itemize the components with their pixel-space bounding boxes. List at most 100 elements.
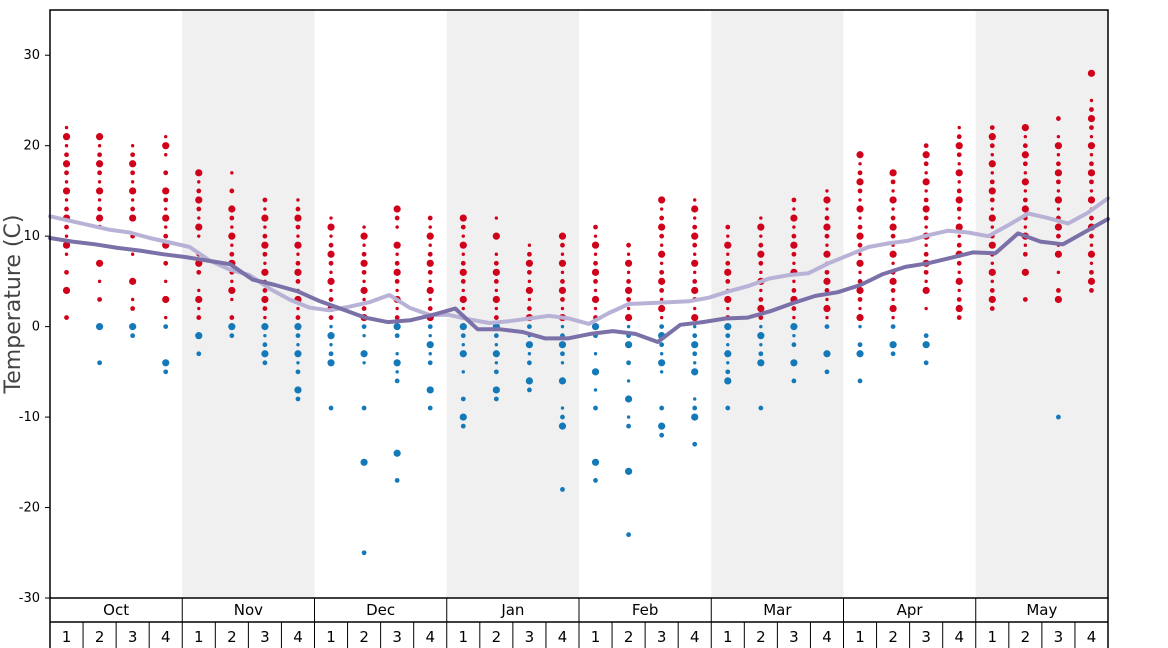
- temperature-point: [659, 324, 665, 330]
- week-label: 2: [888, 628, 898, 646]
- temperature-point: [691, 205, 699, 213]
- temperature-point: [725, 369, 731, 375]
- temperature-point: [790, 214, 798, 222]
- temperature-point: [360, 286, 368, 295]
- temperature-point: [956, 242, 962, 248]
- week-label: 2: [624, 628, 634, 646]
- temperature-point: [426, 386, 434, 394]
- temperature-point: [857, 242, 863, 248]
- week-label: 4: [1087, 628, 1097, 646]
- temperature-point: [593, 278, 598, 284]
- temperature-point: [328, 351, 334, 357]
- temperature-point: [460, 333, 466, 339]
- temperature-point: [427, 360, 433, 366]
- temperature-point: [229, 215, 235, 221]
- temperature-point: [824, 269, 830, 275]
- temperature-point: [164, 134, 168, 139]
- trend-lines: [48, 196, 1110, 344]
- temperature-point: [62, 133, 71, 141]
- temperature-point: [692, 242, 698, 248]
- temperature-point: [658, 422, 666, 430]
- temperature-point: [1087, 169, 1096, 177]
- temperature-point: [659, 405, 665, 411]
- temperature-point: [593, 405, 598, 411]
- temperature-point: [692, 224, 698, 230]
- temperature-point: [95, 160, 104, 168]
- temperature-point: [197, 180, 201, 184]
- temperature-point: [659, 432, 665, 438]
- temperature-point: [691, 341, 699, 349]
- temperature-point: [428, 279, 432, 284]
- temperature-point: [228, 205, 236, 213]
- temperature-point: [294, 350, 302, 358]
- temperature-point: [790, 359, 798, 367]
- temperature-point: [295, 260, 301, 266]
- temperature-point: [659, 315, 664, 320]
- temperature-point: [62, 187, 71, 195]
- month-label: Dec: [366, 601, 395, 619]
- week-label: 3: [1054, 628, 1064, 646]
- temperature-point: [361, 306, 367, 311]
- temperature-point: [394, 478, 400, 483]
- temperature-point: [195, 295, 203, 304]
- temperature-point: [989, 125, 995, 130]
- temperature-point: [1089, 288, 1094, 293]
- temperature-point: [295, 206, 301, 212]
- temperature-point: [560, 252, 565, 256]
- temperature-point: [1056, 288, 1061, 293]
- temperature-point: [197, 216, 201, 220]
- temperature-point: [922, 178, 930, 186]
- temperature-point: [460, 278, 466, 284]
- temperature-point: [95, 133, 104, 141]
- temperature-point: [327, 332, 335, 340]
- temperature-point: [129, 187, 137, 195]
- temperature-point: [823, 277, 831, 285]
- week-label: 3: [525, 628, 535, 646]
- temperature-point: [1087, 114, 1096, 123]
- y-axis-label: Temperature (C): [1, 215, 26, 395]
- temperature-point: [857, 188, 863, 194]
- temperature-point: [591, 368, 600, 376]
- temperature-point: [923, 333, 929, 339]
- temperature-point: [295, 396, 301, 402]
- temperature-point: [924, 225, 928, 229]
- temperature-point: [1056, 179, 1061, 185]
- temperature-point: [791, 197, 797, 203]
- temperature-point: [956, 188, 962, 194]
- temperature-point: [328, 260, 334, 266]
- temperature-point: [1021, 205, 1029, 213]
- temperature-point: [329, 216, 333, 220]
- temperature-point: [691, 413, 699, 421]
- temperature-point: [757, 250, 765, 258]
- temperature-point: [659, 243, 664, 247]
- temperature-point: [724, 323, 732, 331]
- temperature-point: [130, 170, 136, 176]
- temperature-point: [493, 333, 499, 339]
- temperature-point: [955, 277, 963, 285]
- temperature-point: [891, 315, 895, 320]
- temperature-point: [494, 252, 499, 256]
- temperature-point: [294, 386, 302, 394]
- temperature-point: [492, 268, 500, 276]
- temperature-point: [624, 313, 633, 322]
- temperature-point: [394, 278, 400, 284]
- temperature-point: [1089, 179, 1094, 185]
- temperature-point: [825, 315, 829, 320]
- temperature-point: [394, 315, 400, 320]
- temperature-point: [95, 187, 104, 195]
- temperature-point: [163, 170, 169, 176]
- temperature-point: [262, 360, 268, 366]
- temperature-point: [459, 323, 467, 331]
- temperature-point: [329, 234, 333, 238]
- temperature-point: [164, 225, 168, 229]
- temperature-point: [790, 323, 798, 331]
- temperature-point: [362, 361, 366, 365]
- temperature-point: [97, 360, 102, 366]
- temperature-point: [295, 369, 301, 375]
- temperature-point: [824, 324, 830, 330]
- month-label: Oct: [103, 601, 129, 619]
- week-label: 2: [756, 628, 766, 646]
- temperature-point: [395, 252, 399, 256]
- temperature-point: [97, 170, 102, 176]
- temperature-point: [791, 233, 797, 239]
